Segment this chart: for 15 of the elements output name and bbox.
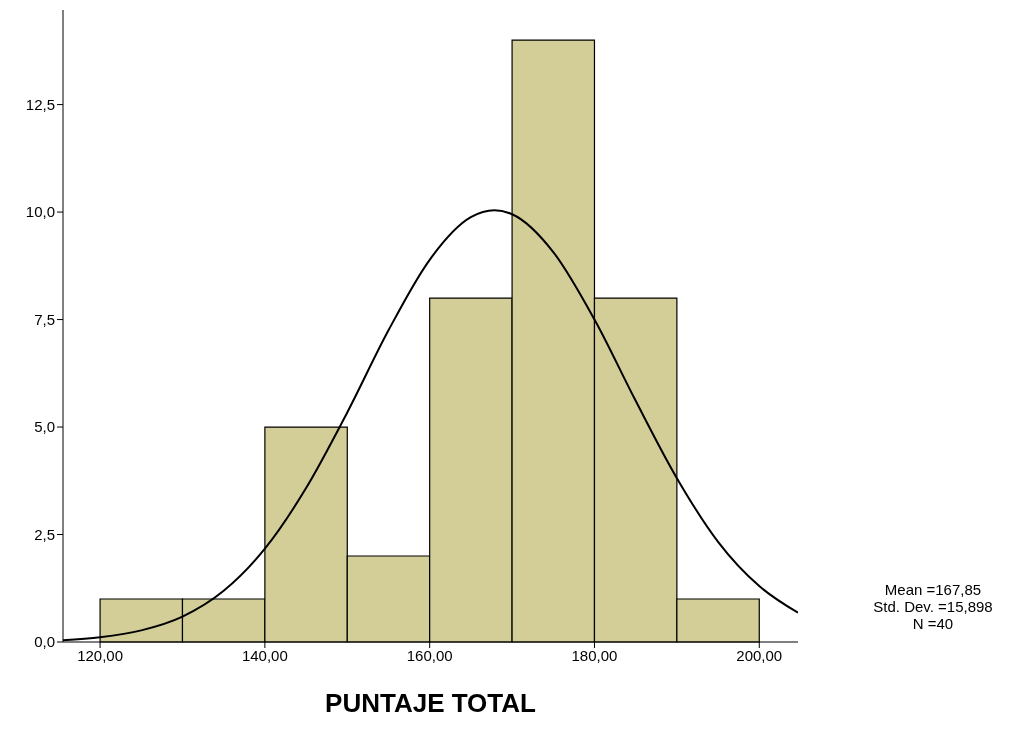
text: N =40 [911, 615, 955, 632]
y-tick-label: 12,5 [25, 95, 55, 113]
x-axis-title: PUNTAJE TOTAL [325, 688, 537, 718]
y-tick-label: 10,0 [25, 203, 55, 221]
y-tick-label: 2,5 [34, 525, 55, 543]
x-tick-label: 160,00 [406, 646, 453, 664]
x-tick-label: 180,00 [571, 646, 618, 664]
x-tick-label: 120,00 [77, 646, 124, 664]
y-tick-label: 0,0 [34, 633, 55, 651]
text: Std. Dev. =15,898 [872, 598, 994, 615]
y-tick-label: 5,0 [34, 418, 55, 436]
text: Mean =167,85 [883, 581, 983, 598]
y-tick-label: 7,5 [34, 310, 55, 328]
x-tick-label: 140,00 [241, 646, 288, 664]
x-tick-label: 200,00 [736, 646, 783, 664]
